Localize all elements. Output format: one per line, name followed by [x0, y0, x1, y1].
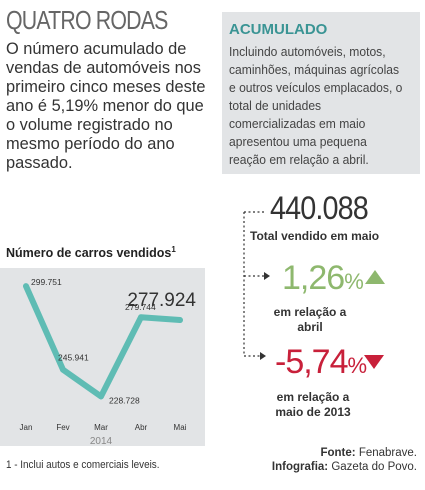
data-point-fev: [60, 366, 66, 373]
kpi-up-label: em relação a abril: [273, 305, 347, 334]
kpi-up-number: 1,26: [282, 259, 345, 297]
data-point-jan: [23, 283, 29, 289]
x-tick-label-mar: Mar: [94, 423, 108, 432]
kpi-down-number: -5,74: [275, 343, 348, 381]
chart-title-text: Número de carros vendidos: [6, 246, 172, 261]
source-credits: Fonte: Fenabrave. Infografia: Gazeta do …: [272, 446, 417, 474]
sidebar-panel: [222, 12, 420, 174]
data-label-mar: 228.728: [109, 395, 140, 405]
infographic-line: Infografia: Gazeta do Povo.: [272, 460, 417, 474]
kpi-up-value: 1,26%: [282, 259, 364, 298]
footnote: 1 - Inclui autos e comerciais leveis.: [6, 459, 160, 471]
kpi-up-unit: %: [344, 269, 364, 294]
kpi-down-value: -5,74%: [275, 343, 368, 382]
source-label: Fonte:: [320, 447, 356, 459]
chart-title-note: 1: [171, 245, 176, 254]
data-label-abr: 279.744: [125, 302, 156, 312]
kpi-total-value: 440.088: [270, 190, 369, 226]
data-point-abr: [138, 314, 144, 321]
x-tick-label-fev: Fev: [56, 423, 69, 432]
chart-title: Número de carros vendidos1: [6, 245, 176, 260]
intro-text: O número acumulado de vendas de automóve…: [6, 40, 206, 172]
sidebar-text: Incluindo automóveis, motos, caminhões, …: [229, 44, 403, 167]
x-tick-label-abr: Abr: [135, 423, 148, 432]
down-arrow-icon: [364, 355, 384, 369]
source-value: Fenabrave.: [358, 447, 417, 459]
source-line: Fonte: Fenabrave.: [272, 446, 417, 460]
year-label: 2014: [90, 436, 113, 446]
data-label-mai: 277.924: [127, 290, 196, 311]
data-point-mar: [98, 393, 104, 400]
kpi-dotted-connector: [243, 211, 270, 360]
x-tick-label-jan: Jan: [20, 423, 33, 432]
sidebar-title: ACUMULADO: [229, 21, 328, 38]
data-point-mai: [177, 317, 183, 323]
kpi-total-label: Total vendido em maio: [250, 229, 380, 243]
section-title: QUATRO RODAS: [6, 5, 168, 35]
kpi-down-unit: %: [347, 353, 368, 378]
x-tick-label-mai: Mai: [174, 423, 187, 432]
data-label-jan: 299.751: [31, 277, 62, 287]
infographic-value: Gazeta do Povo.: [331, 461, 417, 473]
up-arrow-icon: [365, 270, 385, 284]
data-label-fev: 245.941: [58, 353, 89, 363]
kpi-down-label: em relação a maio de 2013: [275, 390, 351, 419]
infographic-label: Infografia:: [271, 461, 329, 473]
